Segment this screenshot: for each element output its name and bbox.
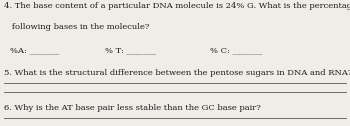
Text: 4. The base content of a particular DNA molecule is 24% G. What is the percentag: 4. The base content of a particular DNA … bbox=[4, 2, 350, 10]
Text: 6. Why is the AT base pair less stable than the GC base pair?: 6. Why is the AT base pair less stable t… bbox=[4, 104, 261, 112]
Text: %A: _______: %A: _______ bbox=[10, 47, 60, 55]
Text: following bases in the molecule?: following bases in the molecule? bbox=[4, 23, 149, 31]
Text: % T: _______: % T: _______ bbox=[105, 47, 156, 55]
Text: % C: _______: % C: _______ bbox=[210, 47, 262, 55]
Text: 5. What is the structural difference between the pentose sugars in DNA and RNA?: 5. What is the structural difference bet… bbox=[4, 69, 350, 77]
